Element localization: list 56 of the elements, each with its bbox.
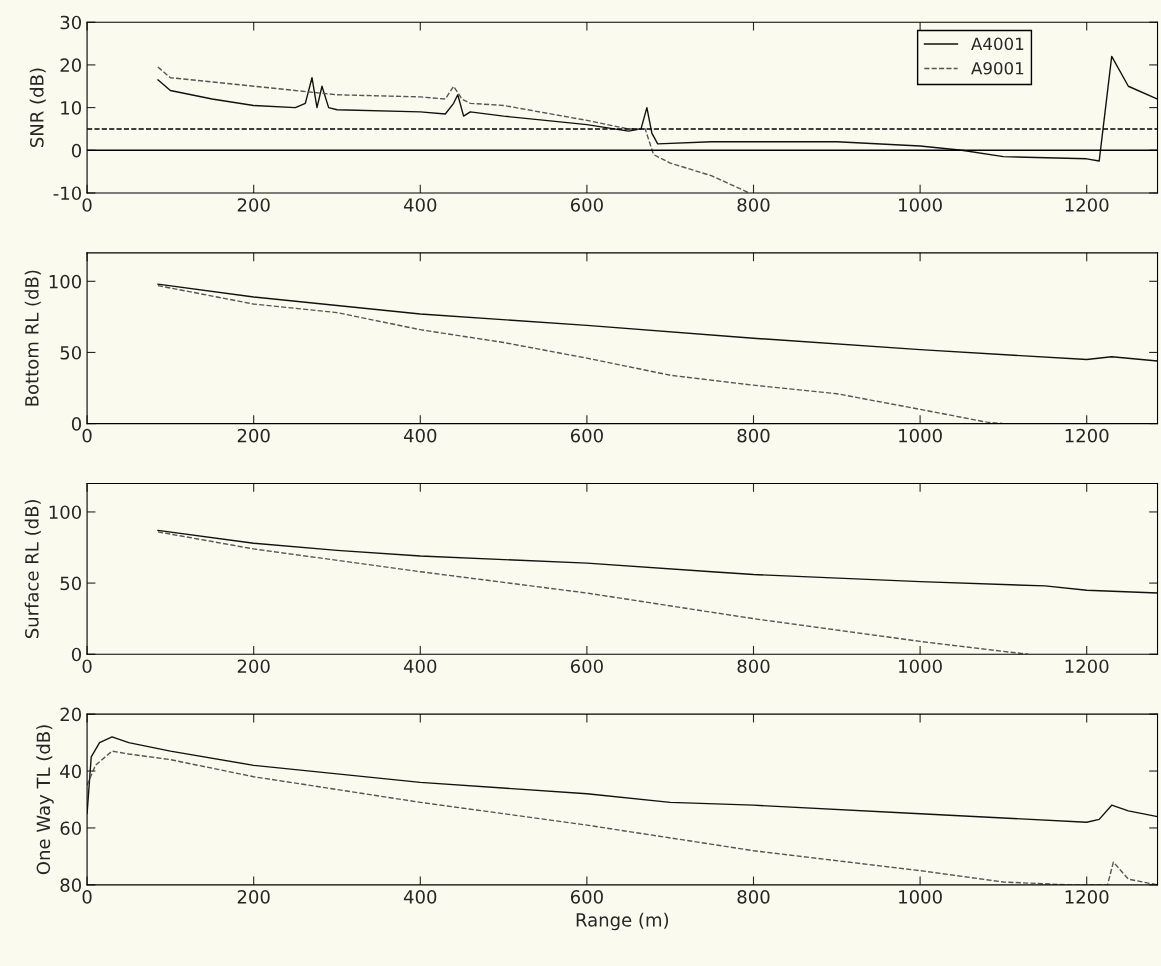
x-tick-label: 800 — [737, 428, 770, 443]
x-tick-label: 600 — [570, 890, 603, 904]
x-tick-label: 0 — [82, 659, 92, 674]
y-tick-label: 0 — [71, 143, 82, 158]
x-tick-label: 200 — [237, 659, 270, 674]
x-tick-label: 800 — [737, 198, 770, 212]
line-series — [87, 736, 1158, 823]
y-tick-label: 0 — [71, 647, 82, 662]
x-tick-label: 1200 — [1065, 428, 1109, 443]
y-tick-label: 30 — [60, 15, 82, 30]
x-tick-label: 400 — [403, 890, 437, 904]
y-tick-label: 20 — [60, 58, 82, 73]
y-tick-label: 80 — [60, 878, 82, 892]
y-tick-label: 10 — [61, 101, 82, 115]
line-series — [157, 529, 1158, 594]
y-tick-label: 100 — [49, 274, 82, 289]
x-tick-label: 1200 — [1065, 890, 1109, 904]
x-tick-label: 800 — [737, 659, 770, 674]
y-axis-title: Surface RL (dB) — [24, 500, 41, 639]
x-tick-label: 400 — [403, 198, 437, 212]
line-series — [157, 55, 1158, 162]
line-series — [157, 283, 1158, 362]
x-tick-label: 600 — [570, 198, 603, 212]
y-axis-title: One Way TL (dB) — [36, 725, 54, 875]
x-tick-label: 0 — [82, 890, 92, 904]
x-tick-label: 1000 — [899, 428, 942, 443]
y-tick-label: 60 — [60, 821, 82, 836]
x-tick-label: 1000 — [899, 659, 942, 674]
x-tick-label: 400 — [403, 428, 437, 443]
x-tick-label: 1000 — [899, 890, 942, 904]
x-tick-label: 800 — [737, 890, 770, 904]
x-tick-label: 600 — [570, 659, 603, 674]
x-tick-label: 600 — [570, 428, 603, 443]
y-tick-label: 50 — [60, 345, 82, 360]
y-tick-label: -10 — [53, 186, 82, 201]
x-tick-label: 200 — [237, 428, 270, 443]
x-tick-label: 1200 — [1065, 198, 1109, 212]
y-axis-title: SNR (dB) — [29, 68, 46, 147]
y-tick-label: 50 — [60, 576, 82, 591]
line-series — [157, 531, 1030, 655]
x-tick-label: 1200 — [1065, 659, 1109, 674]
x-tick-label: 0 — [82, 198, 92, 212]
x-axis-title: Range (m) — [576, 912, 669, 931]
x-tick-label: 1000 — [899, 198, 942, 212]
y-tick-label: 0 — [71, 417, 82, 431]
x-tick-label: 0 — [82, 428, 92, 443]
x-tick-label: 200 — [237, 198, 270, 212]
y-axis-title: Bottom RL (dB) — [24, 270, 41, 406]
x-tick-label: 200 — [237, 890, 270, 904]
x-tick-label: 400 — [403, 659, 437, 674]
line-series — [157, 66, 751, 193]
y-tick-label: 100 — [49, 505, 82, 520]
y-tick-label: 20 — [60, 707, 82, 722]
y-tick-label: 40 — [60, 764, 82, 779]
legend-label: A9001 — [971, 61, 1024, 75]
legend-label: A4001 — [971, 37, 1024, 51]
